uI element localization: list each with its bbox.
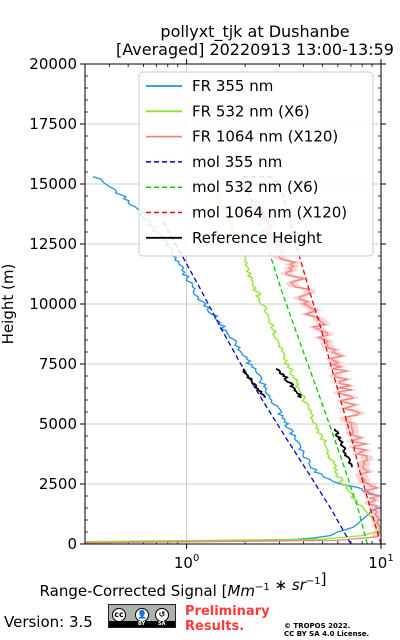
by-icon: 👤 — [135, 608, 149, 622]
y-tick-label: 2500 — [39, 475, 77, 493]
y-axis-label: Height (m) — [0, 264, 17, 345]
y-tick-label: 17500 — [29, 115, 77, 133]
x-tick-label: 101 — [368, 553, 393, 572]
y-tick-label: 10000 — [29, 295, 77, 313]
legend-label: FR 1064 nm (X120) — [192, 128, 338, 146]
series-mol-355-nm-line — [161, 219, 352, 544]
y-tick-label: 15000 — [29, 175, 77, 193]
license-label: CC BY SA 4.0 License. — [284, 630, 369, 638]
y-tick-label: 12500 — [29, 235, 77, 253]
legend-label: mol 355 nm — [192, 153, 282, 171]
y-tick-label: 0 — [67, 535, 77, 553]
copyright-label: © TROPOS 2022. — [284, 622, 350, 630]
preliminary-label: Results. — [185, 619, 244, 634]
cc-license-badge: cc 👤 ↺ BY SA — [108, 604, 176, 628]
preliminary-label: Preliminary — [185, 604, 270, 619]
x-axis-label: Range-Corrected Signal [Mm−1 ∗ sr−1] — [40, 570, 327, 600]
reference-height-segment — [242, 368, 267, 399]
reference-height-segment — [275, 367, 303, 399]
y-tick-label: 5000 — [39, 415, 77, 433]
legend-box — [138, 71, 374, 257]
legend-label: mol 532 nm (X6) — [192, 178, 319, 196]
cc-icon: cc — [112, 608, 126, 622]
chart-title-line-1: pollyxt_tjk at Dushanbe — [160, 22, 349, 42]
by-label: BY — [138, 621, 146, 627]
sa-label: SA — [158, 621, 166, 627]
x-tick-label: 100 — [174, 553, 199, 572]
legend-label: FR 532 nm (X6) — [192, 102, 310, 120]
sa-icon: ↺ — [155, 608, 169, 622]
y-tick-label: 7500 — [39, 355, 77, 373]
reference-height-segment — [333, 428, 353, 468]
version-label: Version: 3.5 — [4, 613, 93, 631]
license-strip: BY SA — [109, 621, 175, 627]
y-tick-label: 20000 — [29, 55, 77, 73]
legend-label: mol 1064 nm (X120) — [192, 204, 347, 222]
legend-label: Reference Height — [192, 229, 322, 247]
legend-label: FR 355 nm — [192, 77, 273, 95]
chart-title-line-2: [Averaged] 20220913 13:00-13:59 — [116, 40, 394, 59]
